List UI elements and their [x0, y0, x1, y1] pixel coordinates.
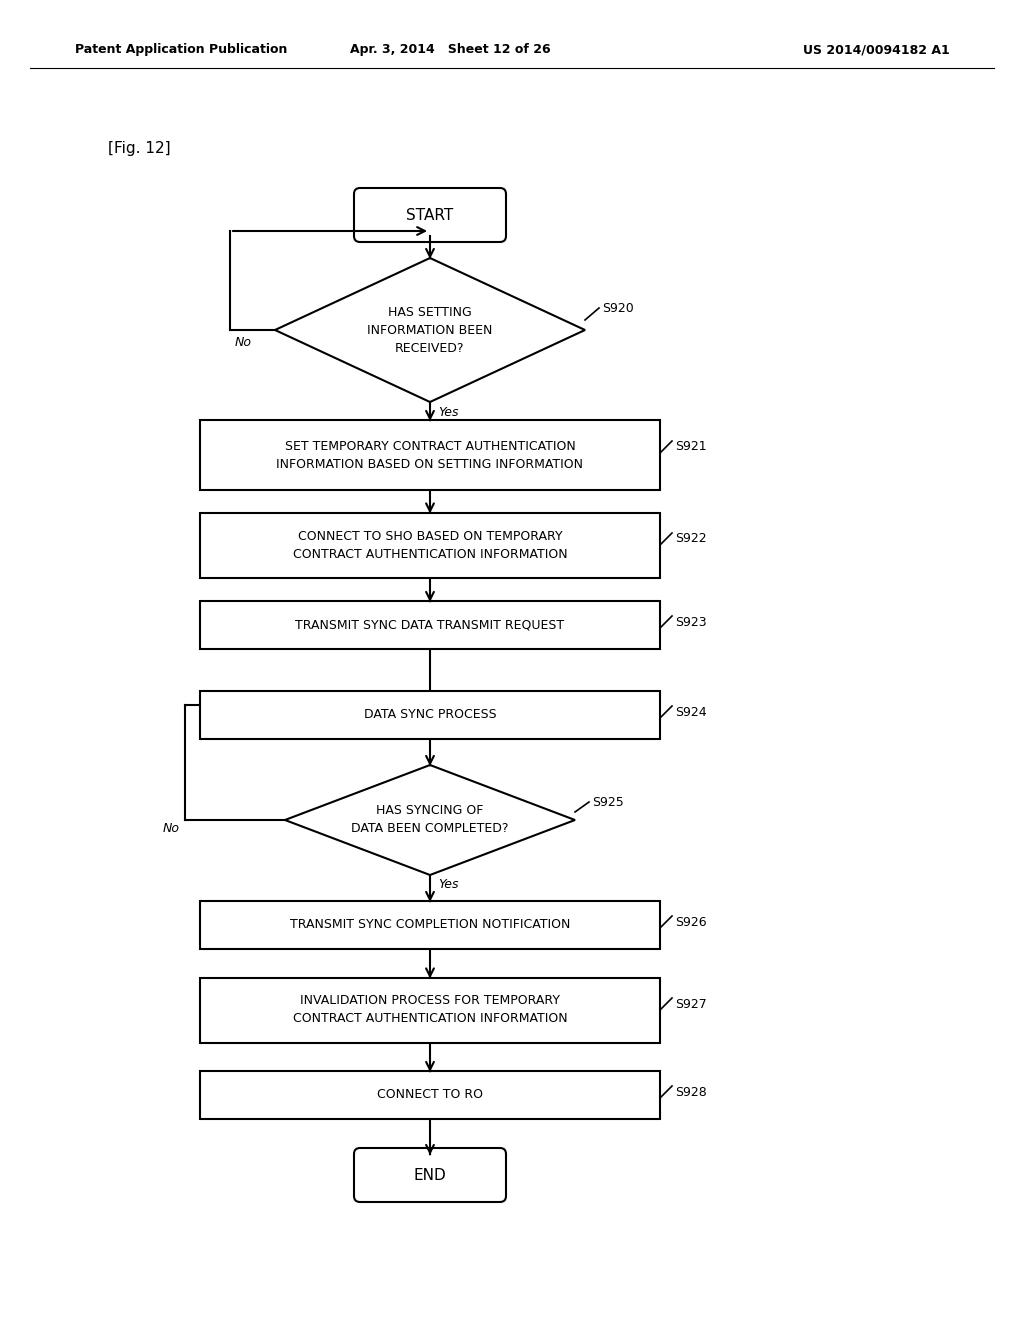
Text: CONNECT TO RO: CONNECT TO RO — [377, 1089, 483, 1101]
FancyBboxPatch shape — [354, 1148, 506, 1203]
Text: CONNECT TO SHO BASED ON TEMPORARY
CONTRACT AUTHENTICATION INFORMATION: CONNECT TO SHO BASED ON TEMPORARY CONTRA… — [293, 529, 567, 561]
Bar — [200, 902, 660, 949]
Text: HAS SETTING
INFORMATION BEEN
RECEIVED?: HAS SETTING INFORMATION BEEN RECEIVED? — [368, 305, 493, 355]
Polygon shape — [275, 257, 585, 403]
Text: DATA SYNC PROCESS: DATA SYNC PROCESS — [364, 709, 497, 722]
Bar — [200, 978, 660, 1043]
Text: Patent Application Publication: Patent Application Publication — [75, 44, 288, 57]
Text: HAS SYNCING OF
DATA BEEN COMPLETED?: HAS SYNCING OF DATA BEEN COMPLETED? — [351, 804, 509, 836]
Text: S921: S921 — [675, 441, 707, 454]
Text: Apr. 3, 2014   Sheet 12 of 26: Apr. 3, 2014 Sheet 12 of 26 — [349, 44, 550, 57]
FancyBboxPatch shape — [354, 187, 506, 242]
Text: No: No — [163, 821, 180, 834]
Bar — [200, 420, 660, 490]
Text: S924: S924 — [675, 705, 707, 718]
Text: S927: S927 — [675, 998, 707, 1011]
Text: Yes: Yes — [438, 879, 459, 891]
Text: S920: S920 — [602, 301, 634, 314]
Text: [Fig. 12]: [Fig. 12] — [108, 140, 171, 156]
Text: TRANSMIT SYNC COMPLETION NOTIFICATION: TRANSMIT SYNC COMPLETION NOTIFICATION — [290, 919, 570, 932]
Text: No: No — [234, 335, 252, 348]
Text: S922: S922 — [675, 532, 707, 545]
Text: START: START — [407, 207, 454, 223]
Text: S926: S926 — [675, 916, 707, 928]
Text: END: END — [414, 1167, 446, 1183]
Polygon shape — [285, 766, 575, 875]
Bar — [200, 690, 660, 739]
Text: US 2014/0094182 A1: US 2014/0094182 A1 — [803, 44, 950, 57]
Bar — [200, 601, 660, 649]
Bar — [200, 512, 660, 578]
Text: TRANSMIT SYNC DATA TRANSMIT REQUEST: TRANSMIT SYNC DATA TRANSMIT REQUEST — [296, 619, 564, 631]
Text: SET TEMPORARY CONTRACT AUTHENTICATION
INFORMATION BASED ON SETTING INFORMATION: SET TEMPORARY CONTRACT AUTHENTICATION IN… — [276, 440, 584, 470]
Text: S928: S928 — [675, 1085, 707, 1098]
Text: INVALIDATION PROCESS FOR TEMPORARY
CONTRACT AUTHENTICATION INFORMATION: INVALIDATION PROCESS FOR TEMPORARY CONTR… — [293, 994, 567, 1026]
Text: Yes: Yes — [438, 405, 459, 418]
Bar — [200, 1071, 660, 1119]
Text: S925: S925 — [592, 796, 624, 808]
Text: S923: S923 — [675, 615, 707, 628]
